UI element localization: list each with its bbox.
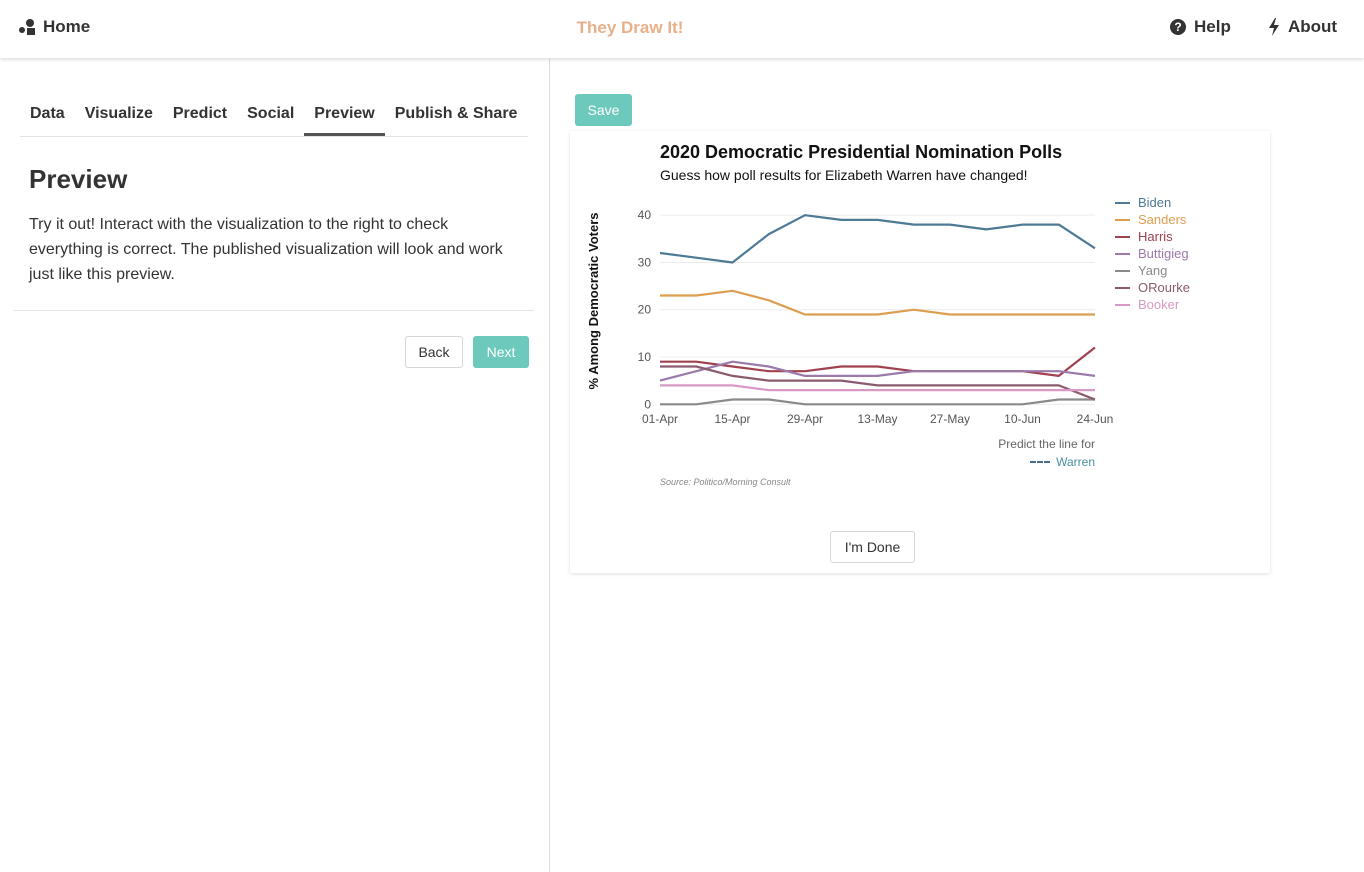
back-button[interactable]: Back (405, 336, 463, 368)
chart-title: 2020 Democratic Presidential Nomination … (660, 142, 1063, 162)
legend-entry-harris: Harris (1138, 229, 1173, 244)
tab-visualize[interactable]: Visualize (84, 105, 153, 122)
section-title: Preview (29, 164, 128, 194)
home-link[interactable]: Home (18, 17, 90, 37)
series-line-yang (660, 398, 1095, 406)
tab-predict[interactable]: Predict (172, 105, 228, 122)
chart-source: Source: Politico/Morning Consult (660, 477, 791, 487)
done-button[interactable]: I'm Done (830, 531, 915, 563)
top-navbar: Home They Draw It! ? Help About (0, 0, 1364, 58)
legend-entry-orourke: ORourke (1138, 280, 1190, 295)
x-tick-label: 01-Apr (642, 412, 678, 426)
legend-entry-booker: Booker (1138, 297, 1180, 312)
x-tick-label: 24-Jun (1077, 412, 1114, 426)
tab-social[interactable]: Social (247, 105, 295, 122)
about-label: About (1288, 17, 1338, 36)
help-label: Help (1194, 17, 1231, 36)
help-link[interactable]: ? Help (1170, 17, 1231, 37)
y-tick-label: 40 (638, 208, 652, 222)
divider (14, 310, 534, 311)
y-tick-label: 20 (638, 303, 652, 317)
legend-entry-buttigieg: Buttigieg (1138, 246, 1189, 261)
y-axis-label: % Among Democratic Voters (586, 213, 601, 390)
series-line-booker (660, 384, 1095, 392)
legend-entry-yang: Yang (1138, 263, 1167, 278)
x-tick-label: 10-Jun (1004, 412, 1041, 426)
chart-subtitle: Guess how poll results for Elizabeth War… (660, 167, 1028, 183)
legend-entry-sanders: Sanders (1138, 212, 1187, 227)
predict-series-name: Warren (1056, 455, 1095, 469)
bolt-icon (1269, 18, 1279, 36)
series-line-buttigieg (659, 360, 1096, 382)
save-button[interactable]: Save (575, 94, 632, 126)
x-tick-label: 27-May (930, 412, 970, 426)
dashed-line-icon (1030, 461, 1051, 463)
section-description: Try it out! Interact with the visualizat… (29, 216, 503, 283)
series-line-orourke (660, 365, 1096, 401)
y-tick-label: 0 (644, 397, 651, 411)
legend-entry-biden: Biden (1138, 195, 1171, 210)
y-tick-label: 10 (638, 350, 652, 364)
predict-series-legend: Warren (1030, 455, 1095, 469)
home-label: Home (43, 17, 91, 36)
series-line-biden (659, 214, 1096, 264)
app-brand: They Draw It! (576, 18, 684, 37)
series-line-sanders (660, 289, 1095, 316)
x-tick-label: 29-Apr (787, 412, 823, 426)
predict-label: Predict the line for (998, 437, 1095, 451)
tab-preview[interactable]: Preview (304, 94, 385, 136)
preview-card: 0 10 20 30 40 01-Apr 15-Apr 29-Apr 13-May 27-May 1… (570, 131, 1270, 573)
about-link[interactable]: About (1268, 17, 1337, 37)
next-button[interactable]: Next (473, 336, 529, 368)
step-tabs: Data Visualize Predict Social Preview Pu… (20, 94, 528, 137)
x-tick-label: 15-Apr (714, 412, 750, 426)
question-circle-icon: ? (1170, 19, 1186, 35)
y-tick-label: 30 (638, 255, 652, 269)
shapes-icon (19, 19, 35, 35)
tab-data[interactable]: Data (30, 105, 65, 122)
tab-publish-share[interactable]: Publish & Share (394, 105, 518, 122)
x-tick-label: 13-May (857, 412, 897, 426)
line-chart[interactable]: 0 10 20 30 40 01-Apr 15-Apr 29-Apr 13-May 27-May 1… (570, 131, 1270, 511)
editor-panel: Data Visualize Predict Social Preview Pu… (0, 59, 550, 872)
